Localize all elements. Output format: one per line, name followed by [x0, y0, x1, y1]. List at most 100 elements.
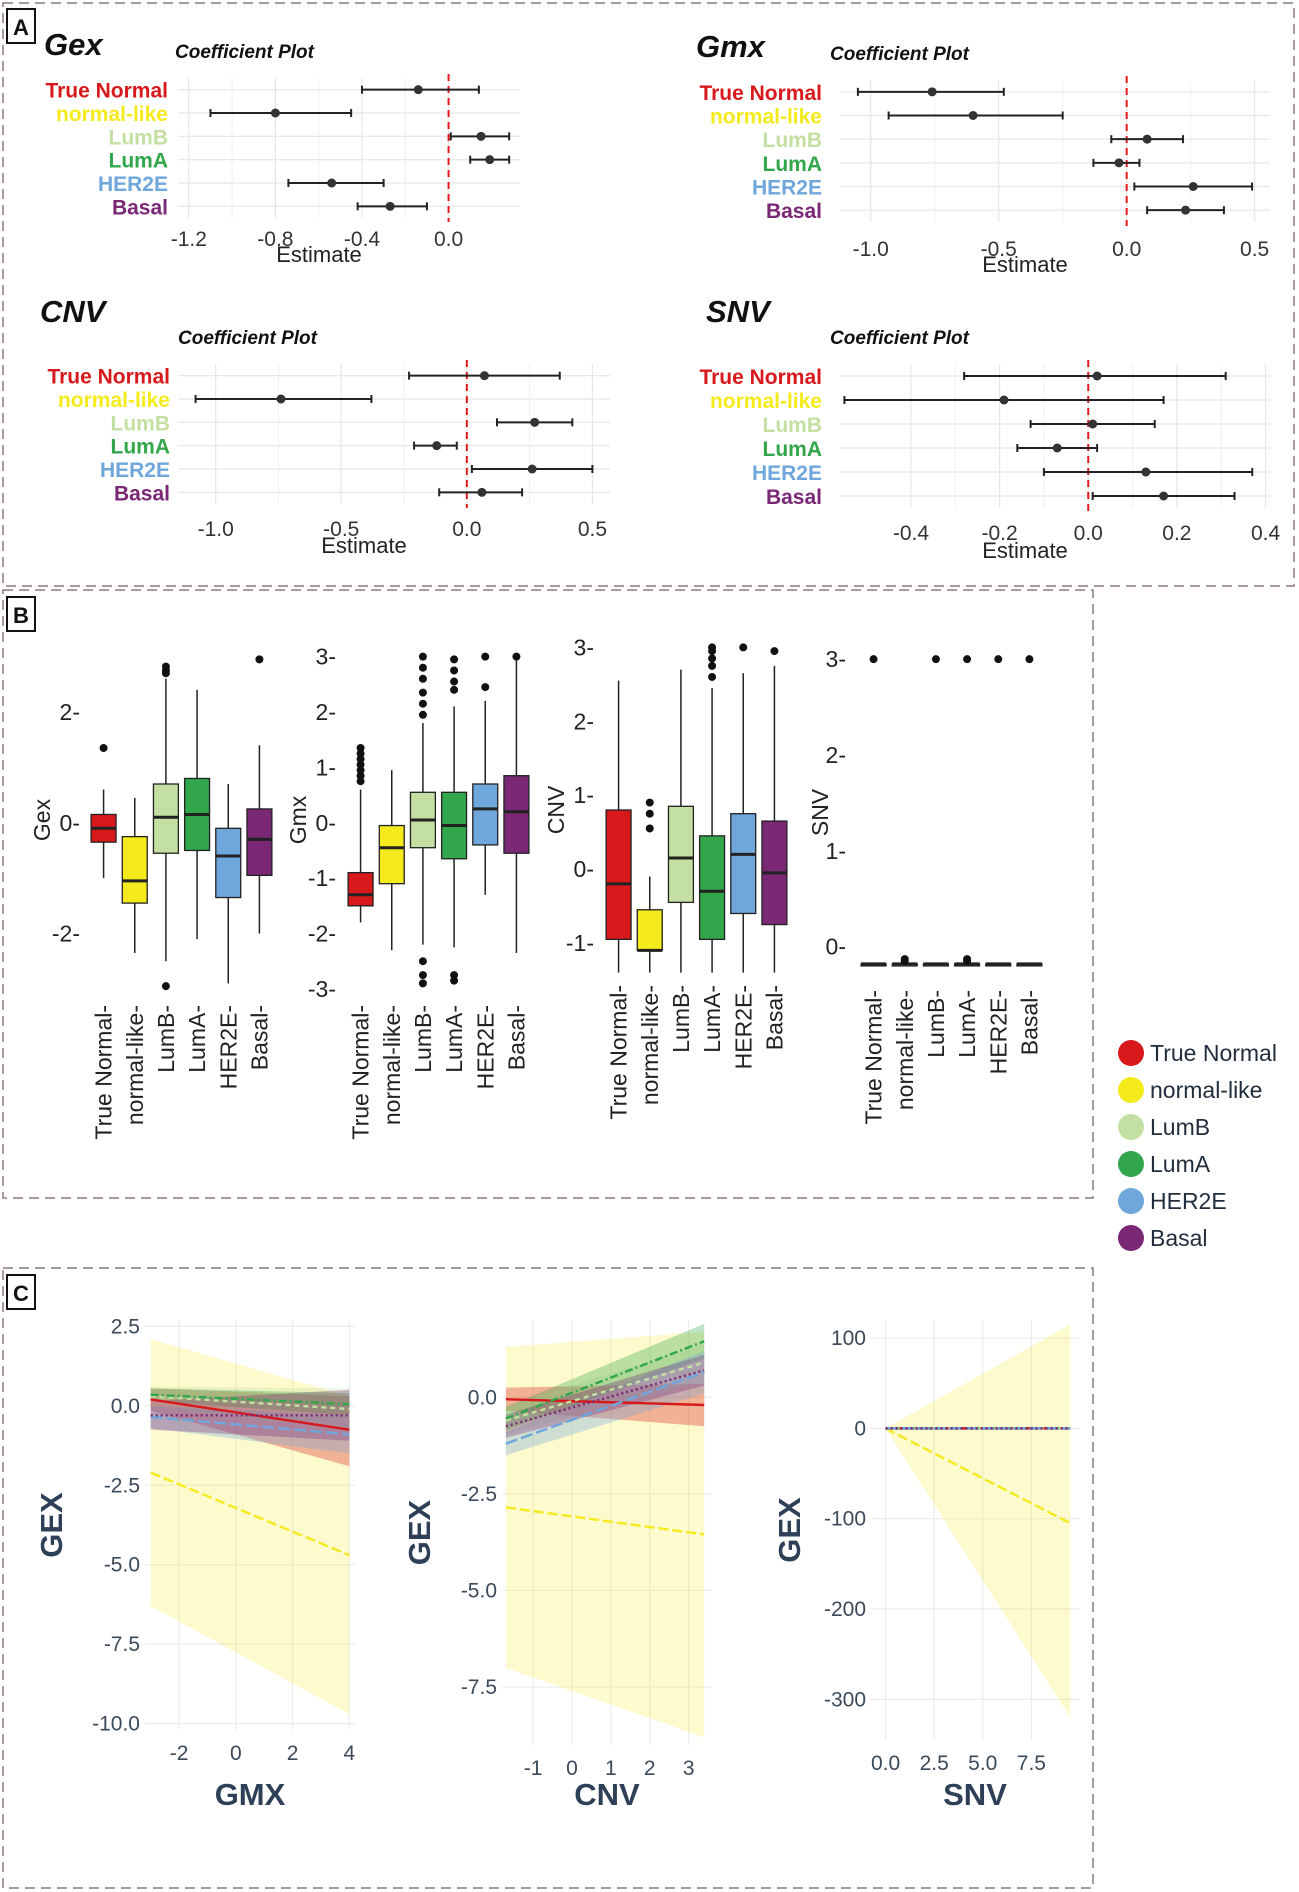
estimate-point-luma — [485, 155, 495, 165]
x-axis-label: Estimate — [321, 533, 407, 558]
box-her2e — [730, 813, 757, 915]
category-label: LumB — [111, 412, 171, 435]
panel-label-c: C — [6, 1274, 36, 1310]
y-tick-label: -1- — [308, 865, 336, 891]
ci-ribbon-normal-like — [885, 1324, 1071, 1718]
category-label: Basal — [766, 486, 822, 509]
x-tick-label: -0.4 — [893, 522, 930, 545]
panel-title: SNV — [706, 294, 772, 329]
category-label: True Normal — [699, 82, 822, 105]
estimate-point-lumb — [1088, 419, 1098, 429]
outlier-point — [963, 957, 972, 966]
outlier-point — [512, 652, 521, 661]
fit-line-true-normal — [150, 1398, 350, 1431]
snv-box-chart: True Normal-normal-like- LumB- LumA- HER2E-… — [807, 646, 1043, 1125]
y-tick-label: -1- — [566, 930, 594, 956]
x-tick-label: LumB- — [668, 985, 694, 1053]
y-tick-label: -10.0 — [92, 1713, 140, 1736]
y-tick-label: 0- — [574, 856, 594, 882]
outlier-point — [645, 824, 654, 833]
x-tick-label: 0.0 — [452, 518, 481, 541]
panel-label-a: A — [6, 8, 36, 44]
legend-swatch-true-normal — [1118, 1040, 1144, 1066]
y-tick-label: 0- — [60, 810, 80, 836]
category-label: HER2E — [752, 177, 822, 200]
legend-label-her2e: HER2E — [1150, 1188, 1227, 1214]
outlier-point — [418, 957, 427, 966]
outlier-point — [994, 655, 1003, 664]
y-tick-label: -2- — [308, 921, 336, 947]
plot-background — [840, 364, 1270, 508]
legend-swatch-luma — [1118, 1151, 1144, 1177]
outlier-point — [450, 971, 459, 980]
estimate-point-luma — [432, 441, 442, 451]
x-tick-label: 2 — [644, 1757, 656, 1780]
category-label: True Normal — [45, 80, 168, 103]
legend-swatch-basal — [1118, 1225, 1144, 1251]
ci-ribbon-luma — [505, 1323, 705, 1431]
x-tick-label: -2 — [170, 1742, 189, 1765]
estimate-point-her2e — [1141, 467, 1151, 477]
box-her2e — [215, 827, 242, 899]
box-her2e — [472, 783, 499, 846]
outlier-point — [356, 744, 365, 752]
category-label: normal-like — [710, 106, 822, 129]
x-tick-label: HER2E- — [472, 1005, 498, 1089]
y-tick-label: 1- — [826, 838, 846, 864]
estimate-point-true-normal — [413, 85, 423, 95]
y-tick-label: 2.5 — [111, 1315, 140, 1338]
x-tick-label: 0 — [230, 1742, 242, 1765]
estimate-point-basal — [385, 201, 395, 211]
outlier-point — [161, 982, 170, 991]
category-label: LumA — [109, 150, 169, 173]
y-tick-label: 2- — [316, 699, 336, 725]
x-tick-label: -1.0 — [853, 238, 889, 261]
fit-line-lumb — [505, 1361, 705, 1422]
outlier-point — [450, 976, 459, 985]
category-label: normal-like — [56, 103, 168, 126]
x-tick-label: LumA- — [699, 985, 725, 1053]
y-tick-label: 0.0 — [111, 1395, 140, 1418]
x-axis-label: Estimate — [982, 538, 1068, 563]
outlier-point — [418, 652, 427, 661]
box-true-normal — [605, 809, 632, 940]
y-tick-label: -2.5 — [461, 1483, 497, 1506]
y-tick-label: 2- — [826, 742, 846, 768]
charts: True Normalnormal-likeLumBLumAHER2EBasal… — [29, 27, 1280, 1812]
category-label: LumA — [763, 153, 823, 176]
legend-swatch-her2e — [1118, 1188, 1144, 1214]
legend-label-basal: Basal — [1150, 1225, 1208, 1251]
x-tick-label: 0.0 — [434, 228, 463, 251]
x-tick-label: 0.5 — [1240, 238, 1269, 261]
x-tick-label: 0.2 — [1162, 522, 1191, 545]
box-lumb — [667, 805, 695, 904]
outlier-point — [418, 979, 427, 988]
outlier-point — [739, 643, 748, 652]
plot-background — [840, 80, 1270, 222]
estimate-point-normal-like — [999, 395, 1009, 405]
fit-line-her2e — [150, 1415, 350, 1436]
x-tick-label: HER2E- — [985, 990, 1011, 1074]
category-label: HER2E — [100, 459, 170, 482]
outlier-point — [418, 710, 427, 719]
y-tick-label: 2- — [60, 699, 80, 725]
x-tick-label: 0.0 — [1112, 238, 1141, 261]
panel-a-frame — [2, 2, 1295, 587]
x-tick-label: 4 — [343, 1742, 355, 1765]
plot-background — [178, 364, 610, 504]
x-tick-label: LumA- — [954, 990, 980, 1058]
y-tick-label: -2.5 — [104, 1474, 140, 1497]
x-tick-label: 3 — [683, 1757, 695, 1780]
gex-vs-gmx-chart: -2 0 2 4 2.5 0.0 -2.5 -5.0 -7.5 -10.0 GMX GEX — [34, 1315, 355, 1812]
x-axis-label: CNV — [574, 1777, 640, 1812]
chart-title: Coefficient Plot — [178, 328, 318, 349]
estimate-point-true-normal — [1092, 371, 1102, 381]
fit-line-normal-like — [885, 1427, 1071, 1525]
category-label: LumB — [109, 126, 169, 149]
snv-coef-chart: True Normalnormal-likeLumBLumAHER2EBasal… — [699, 294, 1280, 563]
outlier-point — [356, 749, 365, 758]
outlier-point — [356, 771, 365, 780]
outlier-point — [481, 652, 490, 661]
outlier-point — [931, 655, 940, 664]
y-axis-label: SNV — [807, 788, 833, 836]
